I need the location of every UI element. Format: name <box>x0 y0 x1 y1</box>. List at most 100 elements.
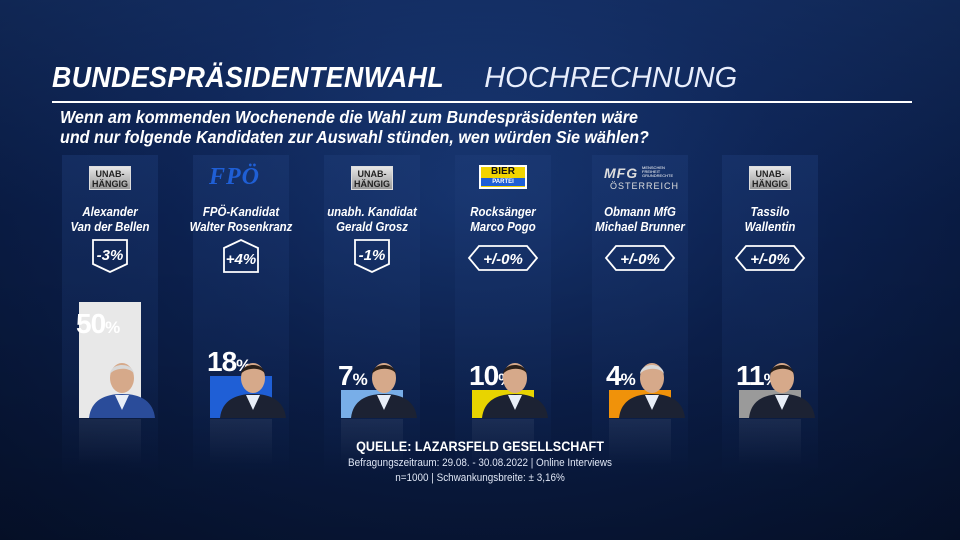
portrait-head <box>372 363 396 393</box>
candidate-name-line-2: Wallentin <box>744 219 796 234</box>
bar-reflection <box>609 419 671 465</box>
candidate-portrait <box>220 363 286 418</box>
independent-badge: UNAB- HÄNGIG <box>749 166 791 190</box>
change-label: +/-0% <box>750 251 790 268</box>
candidate-name-line-2: Marco Pogo <box>470 219 536 234</box>
bar-reflection <box>739 419 801 465</box>
portrait-head <box>110 363 134 393</box>
candidate-portrait <box>482 363 548 418</box>
change-label: +/-0% <box>483 251 523 268</box>
value-label: 7% <box>338 360 368 392</box>
mfg-logo: MFG MENSCHEN FREIHEIT GRUNDRECHTE ÖSTERREICH <box>604 165 680 195</box>
candidate-name-line-1: Tassilo <box>750 204 790 219</box>
candidate-name-line-1: unabh. Kandidat <box>327 204 417 219</box>
change-shape <box>734 245 806 271</box>
mfg-text: MFG <box>604 165 639 181</box>
value-number: 7 <box>338 360 354 391</box>
independent-badge: UNAB- HÄNGIG <box>89 166 131 190</box>
source-sample: n=1000 | Schwankungsbreite: ± 3,16% <box>395 472 565 484</box>
candidate-name-line-1: Rocksänger <box>470 204 536 219</box>
change-label: -1% <box>359 247 386 264</box>
change-indicator: +/-0% <box>604 245 676 271</box>
change-label: -3% <box>97 247 124 264</box>
mfg-tag-3: GRUNDRECHTE <box>642 173 674 178</box>
value-label: 4% <box>606 360 636 392</box>
portrait-head <box>640 363 664 393</box>
value-unit: % <box>352 370 368 389</box>
candidate-name: unabh. Kandidat Gerald Grosz <box>315 204 429 234</box>
change-shape <box>467 245 539 271</box>
portrait-hair <box>241 365 265 374</box>
change-indicator: +/-0% <box>734 245 806 271</box>
candidate-name: Obmann MfG Michael Brunner <box>583 204 697 234</box>
value-number: 10 <box>469 360 499 391</box>
portrait-hair <box>640 365 664 374</box>
source-title: QUELLE: LAZARSFELD GESELLSCHAFT <box>356 438 604 454</box>
bar-reflection <box>79 419 141 465</box>
candidate-name: Rocksänger Marco Pogo <box>446 204 560 234</box>
badge-line-2: HÄNGIG <box>92 179 128 189</box>
title-main: BUNDESPRÄSIDENTENWAHL <box>52 62 445 94</box>
portrait-shirt <box>246 395 260 410</box>
bar-reflection <box>472 419 534 465</box>
value-label: 50% <box>76 308 120 340</box>
portrait-shirt <box>115 395 129 410</box>
portrait-head <box>241 363 265 393</box>
value-label: 10% <box>469 360 513 392</box>
chart-title: BUNDESPRÄSIDENTENWAHL HOCHRECHNUNG <box>52 62 737 95</box>
portrait-hair <box>503 365 527 374</box>
mfg-tag-2: FREIHEIT <box>642 169 661 174</box>
partei-text: PARTEI <box>481 178 525 186</box>
independent-badge: UNAB- HÄNGIG <box>351 166 393 190</box>
question-line-1: Wenn am kommenden Wochenende die Wahl zu… <box>60 107 638 127</box>
mfg-tag-1: MENSCHEN <box>642 165 665 170</box>
candidate-name: Tassilo Wallentin <box>713 204 827 234</box>
change-shape <box>604 245 676 271</box>
mfg-oesterreich-text: ÖSTERREICH <box>610 181 680 191</box>
change-indicator: +/-0% <box>467 245 539 271</box>
source-period: Befragungszeitraum: 29.08. - 30.08.2022 … <box>348 457 612 469</box>
candidate-name-line-2: Van der Bellen <box>70 219 150 234</box>
mfg-tagline: MENSCHEN FREIHEIT GRUNDRECHTE <box>642 166 673 178</box>
candidate-name-line-2: Gerald Grosz <box>336 219 408 234</box>
candidate-column <box>722 155 818 475</box>
badge-line-2: HÄNGIG <box>354 179 390 189</box>
badge-line-2: HÄNGIG <box>752 179 788 189</box>
badge-line-1: UNAB- <box>755 169 785 179</box>
change-indicator: +4% <box>223 239 259 273</box>
value-unit: % <box>105 318 121 337</box>
candidate-name: FPÖ-Kandidat Walter Rosenkranz <box>184 204 298 234</box>
change-label: +/-0% <box>620 251 660 268</box>
candidate-name-line-1: Obmann MfG <box>604 204 676 219</box>
value-number: 4 <box>606 360 622 391</box>
value-number: 50 <box>76 308 106 339</box>
bierpartei-logo: BIER PARTEI <box>479 165 527 189</box>
portrait-head <box>770 363 794 393</box>
candidate-column <box>324 155 420 475</box>
change-indicator: -3% <box>92 239 128 273</box>
bar-reflection <box>210 419 272 465</box>
portrait-shirt <box>377 395 391 410</box>
portrait-head <box>503 363 527 393</box>
candidate-portrait <box>749 363 815 418</box>
candidate-portrait <box>89 363 155 418</box>
badge-line-1: UNAB- <box>95 169 125 179</box>
badge-line-1: UNAB- <box>357 169 387 179</box>
title-sub: HOCHRECHNUNG <box>484 62 738 94</box>
portrait-shirt <box>508 395 522 410</box>
portrait-hair <box>110 365 134 374</box>
portrait-hair <box>770 365 794 374</box>
candidate-portrait <box>351 363 417 418</box>
value-number: 18 <box>207 346 237 378</box>
question-line-2: und nur folgende Kandidaten zur Auswahl … <box>60 127 649 147</box>
change-shape <box>223 239 259 273</box>
change-label: +4% <box>226 251 256 268</box>
candidate-name-line-1: FPÖ-Kandidat <box>202 204 280 219</box>
candidate-column <box>592 155 688 475</box>
change-shape <box>354 239 390 273</box>
value-number: 11 <box>736 360 765 391</box>
portrait-shirt <box>775 395 789 410</box>
portrait-hair <box>372 365 396 374</box>
fpoe-logo: FPÖ <box>209 164 260 190</box>
candidate-portrait <box>619 363 685 418</box>
